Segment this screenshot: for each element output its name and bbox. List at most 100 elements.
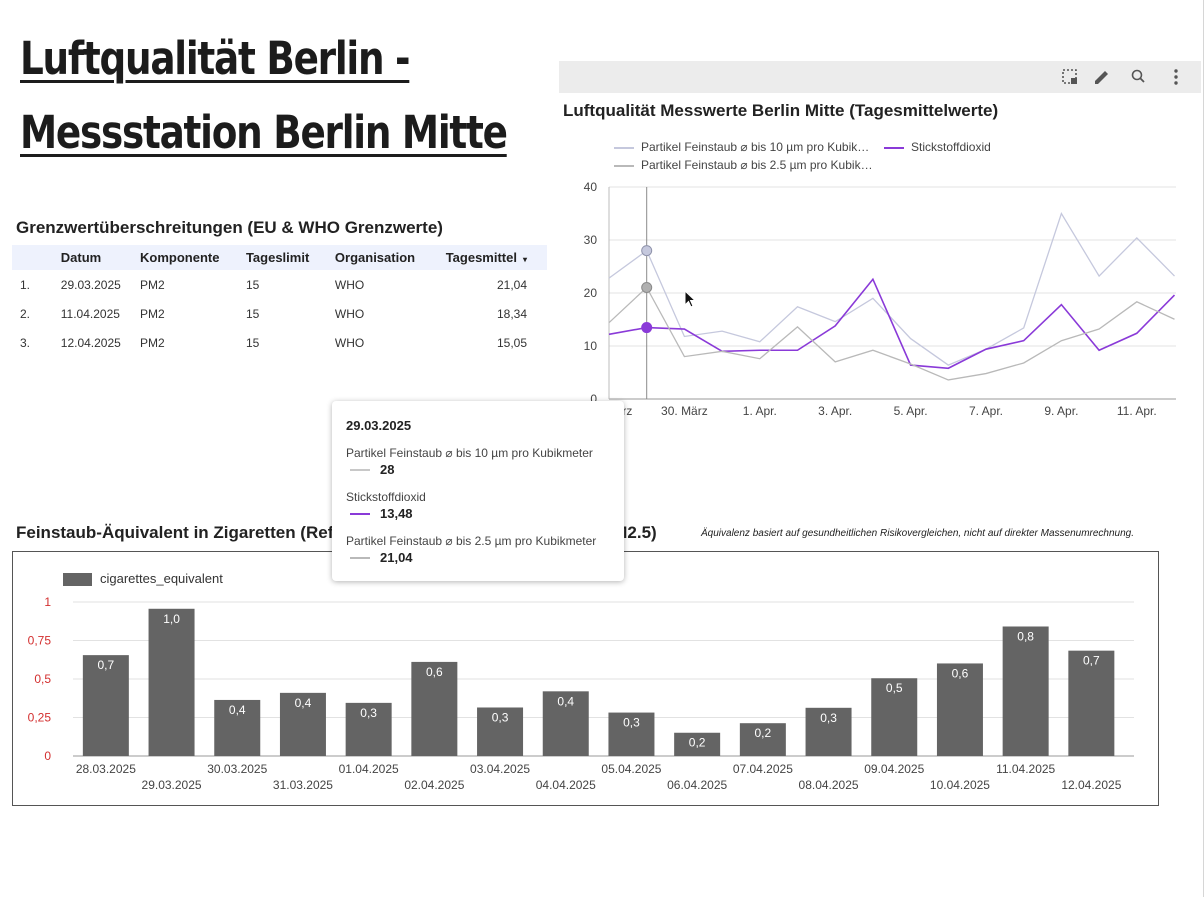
bar[interactable] xyxy=(674,732,721,756)
line-series-0[interactable] xyxy=(608,211,1175,366)
bar-x-tick-label: 12.04.2025 xyxy=(1061,778,1121,792)
bar-x-tick-label: 08.04.2025 xyxy=(799,778,859,792)
bar-y-tick-label: 0,25 xyxy=(28,711,52,725)
line-series-2[interactable] xyxy=(608,286,1175,381)
bar-value-label: 1,0 xyxy=(163,612,180,626)
legend-no2-swatch xyxy=(884,146,904,149)
legend-pm10-swatch xyxy=(614,146,634,149)
bar[interactable] xyxy=(148,608,195,756)
line-y-tick-label: 20 xyxy=(584,286,598,300)
chart-toolbar xyxy=(559,61,1201,93)
table-row[interactable]: 1. 29.03.2025 PM2 15 WHO 21,04 xyxy=(12,270,547,299)
bar-x-tick-label: 29.03.2025 xyxy=(142,778,202,792)
row-date: 29.03.2025 xyxy=(60,277,121,292)
tooltip-no2-label: Stickstoffdioxid xyxy=(346,490,426,504)
bar[interactable] xyxy=(1068,650,1115,756)
tooltip-pm10-value: 28 xyxy=(380,462,395,477)
bar[interactable] xyxy=(739,723,786,756)
bar-value-label: 0,8 xyxy=(1017,629,1034,643)
row-component: PM2 xyxy=(140,277,165,292)
bar-y-tick-label: 0,75 xyxy=(28,634,52,648)
row-date: 11.04.2025 xyxy=(60,306,120,321)
bar[interactable] xyxy=(608,712,655,756)
legend-pm10[interactable]: Partikel Feinstaub ⌀ bis 10 µm pro Kubik… xyxy=(614,140,869,154)
bar[interactable] xyxy=(1002,626,1049,756)
line-series-1[interactable] xyxy=(608,277,1176,370)
bar-y-tick-label: 1 xyxy=(44,595,51,609)
tooltip-pm25-label: Partikel Feinstaub ⌀ bis 2.5 µm pro Kubi… xyxy=(346,534,597,548)
line-x-tick-label: 5. Apr. xyxy=(894,404,928,418)
bar[interactable] xyxy=(871,678,918,756)
bar-y-tick-label: 0 xyxy=(44,749,51,763)
bar-x-tick-label: 03.04.2025 xyxy=(470,762,530,776)
bar-x-tick-label: 07.04.2025 xyxy=(733,762,793,776)
line-hover-point[interactable] xyxy=(641,322,653,334)
more-vert-icon[interactable] xyxy=(1166,67,1186,87)
bar[interactable] xyxy=(279,692,326,756)
zoom-icon[interactable] xyxy=(1129,67,1149,87)
bar-x-tick-label: 10.04.2025 xyxy=(930,778,990,792)
header-org[interactable]: Organisation xyxy=(334,245,446,270)
bar-x-tick-label: 11.04.2025 xyxy=(996,762,1055,776)
bar[interactable] xyxy=(345,702,392,756)
row-mean: 21,04 xyxy=(496,277,527,292)
line-hover-point[interactable] xyxy=(641,281,653,293)
row-index: 3. xyxy=(20,335,31,350)
row-index: 2. xyxy=(20,306,31,321)
header-component[interactable]: Komponente xyxy=(140,245,246,270)
row-component: PM2 xyxy=(140,306,165,321)
line-x-tick-label: 3. Apr. xyxy=(818,404,852,418)
legend-pm25-swatch xyxy=(614,164,634,167)
row-limit: 15 xyxy=(245,306,260,321)
header-limit[interactable]: Tageslimit xyxy=(245,245,335,270)
bar-value-label: 0,7 xyxy=(1083,654,1100,668)
row-limit: 15 xyxy=(245,277,260,292)
table-row[interactable]: 2. 11.04.2025 PM2 15 WHO 18,34 xyxy=(12,299,547,328)
bar-x-tick-label: 30.03.2025 xyxy=(207,762,267,776)
bar[interactable] xyxy=(214,699,261,756)
bar-value-label: 0,3 xyxy=(820,711,837,725)
line-hover-point[interactable] xyxy=(641,245,653,257)
tooltip-pm10-label: Partikel Feinstaub ⌀ bis 10 µm pro Kubik… xyxy=(346,446,593,460)
line-x-tick-label: 9. Apr. xyxy=(1044,404,1078,418)
header-mean[interactable]: Tagesmittel ▾ xyxy=(445,245,547,270)
bar[interactable] xyxy=(542,691,589,756)
edit-pencil-icon[interactable] xyxy=(1092,67,1112,87)
bar-value-label: 0,3 xyxy=(360,706,377,720)
header-date[interactable]: Datum xyxy=(60,245,140,270)
table-header-row: Datum Komponente Tageslimit Organisation… xyxy=(12,245,547,270)
bar-value-label: 0,6 xyxy=(952,666,969,680)
legend-pm25-label: Partikel Feinstaub ⌀ bis 2.5 µm pro Kubi… xyxy=(641,158,873,172)
row-org: WHO xyxy=(334,335,365,350)
line-y-tick-label: 40 xyxy=(584,180,598,194)
legend-no2-label: Stickstoffdioxid xyxy=(911,140,991,154)
tooltip-pm10-swatch xyxy=(350,469,370,471)
select-region-icon[interactable] xyxy=(1060,67,1080,87)
line-x-tick-label: 7. Apr. xyxy=(969,404,1003,418)
bar[interactable] xyxy=(82,655,129,756)
row-component: PM2 xyxy=(140,335,165,350)
row-limit: 15 xyxy=(245,335,260,350)
bar[interactable] xyxy=(936,663,983,756)
header-index xyxy=(12,245,61,270)
bar[interactable] xyxy=(477,707,524,756)
line-y-tick-label: 10 xyxy=(584,339,598,353)
bar[interactable] xyxy=(805,707,852,756)
bar-value-label: 0,4 xyxy=(557,694,574,708)
line-chart-title: Luftqualität Messwerte Berlin Mitte (Tag… xyxy=(563,101,999,120)
bar-value-label: 0,3 xyxy=(623,716,640,730)
table-row[interactable]: 3. 12.04.2025 PM2 15 WHO 15,05 xyxy=(12,328,547,357)
legend-no2[interactable]: Stickstoffdioxid xyxy=(884,140,991,154)
bar-x-tick-label: 01.04.2025 xyxy=(339,762,399,776)
legend-pm10-label: Partikel Feinstaub ⌀ bis 10 µm pro Kubik… xyxy=(641,140,870,154)
bar-x-tick-label: 28.03.2025 xyxy=(76,762,136,776)
sort-desc-icon[interactable]: ▾ xyxy=(522,255,527,264)
tooltip-no2-swatch xyxy=(350,513,370,515)
legend-pm25[interactable]: Partikel Feinstaub ⌀ bis 2.5 µm pro Kubi… xyxy=(614,158,873,172)
bar-value-label: 0,4 xyxy=(295,696,312,710)
header-mean-label: Tagesmittel xyxy=(445,250,517,265)
mouse-cursor-icon xyxy=(684,289,697,308)
bar-legend[interactable]: cigarettes_equivalent xyxy=(63,571,223,587)
bar[interactable] xyxy=(411,661,458,756)
